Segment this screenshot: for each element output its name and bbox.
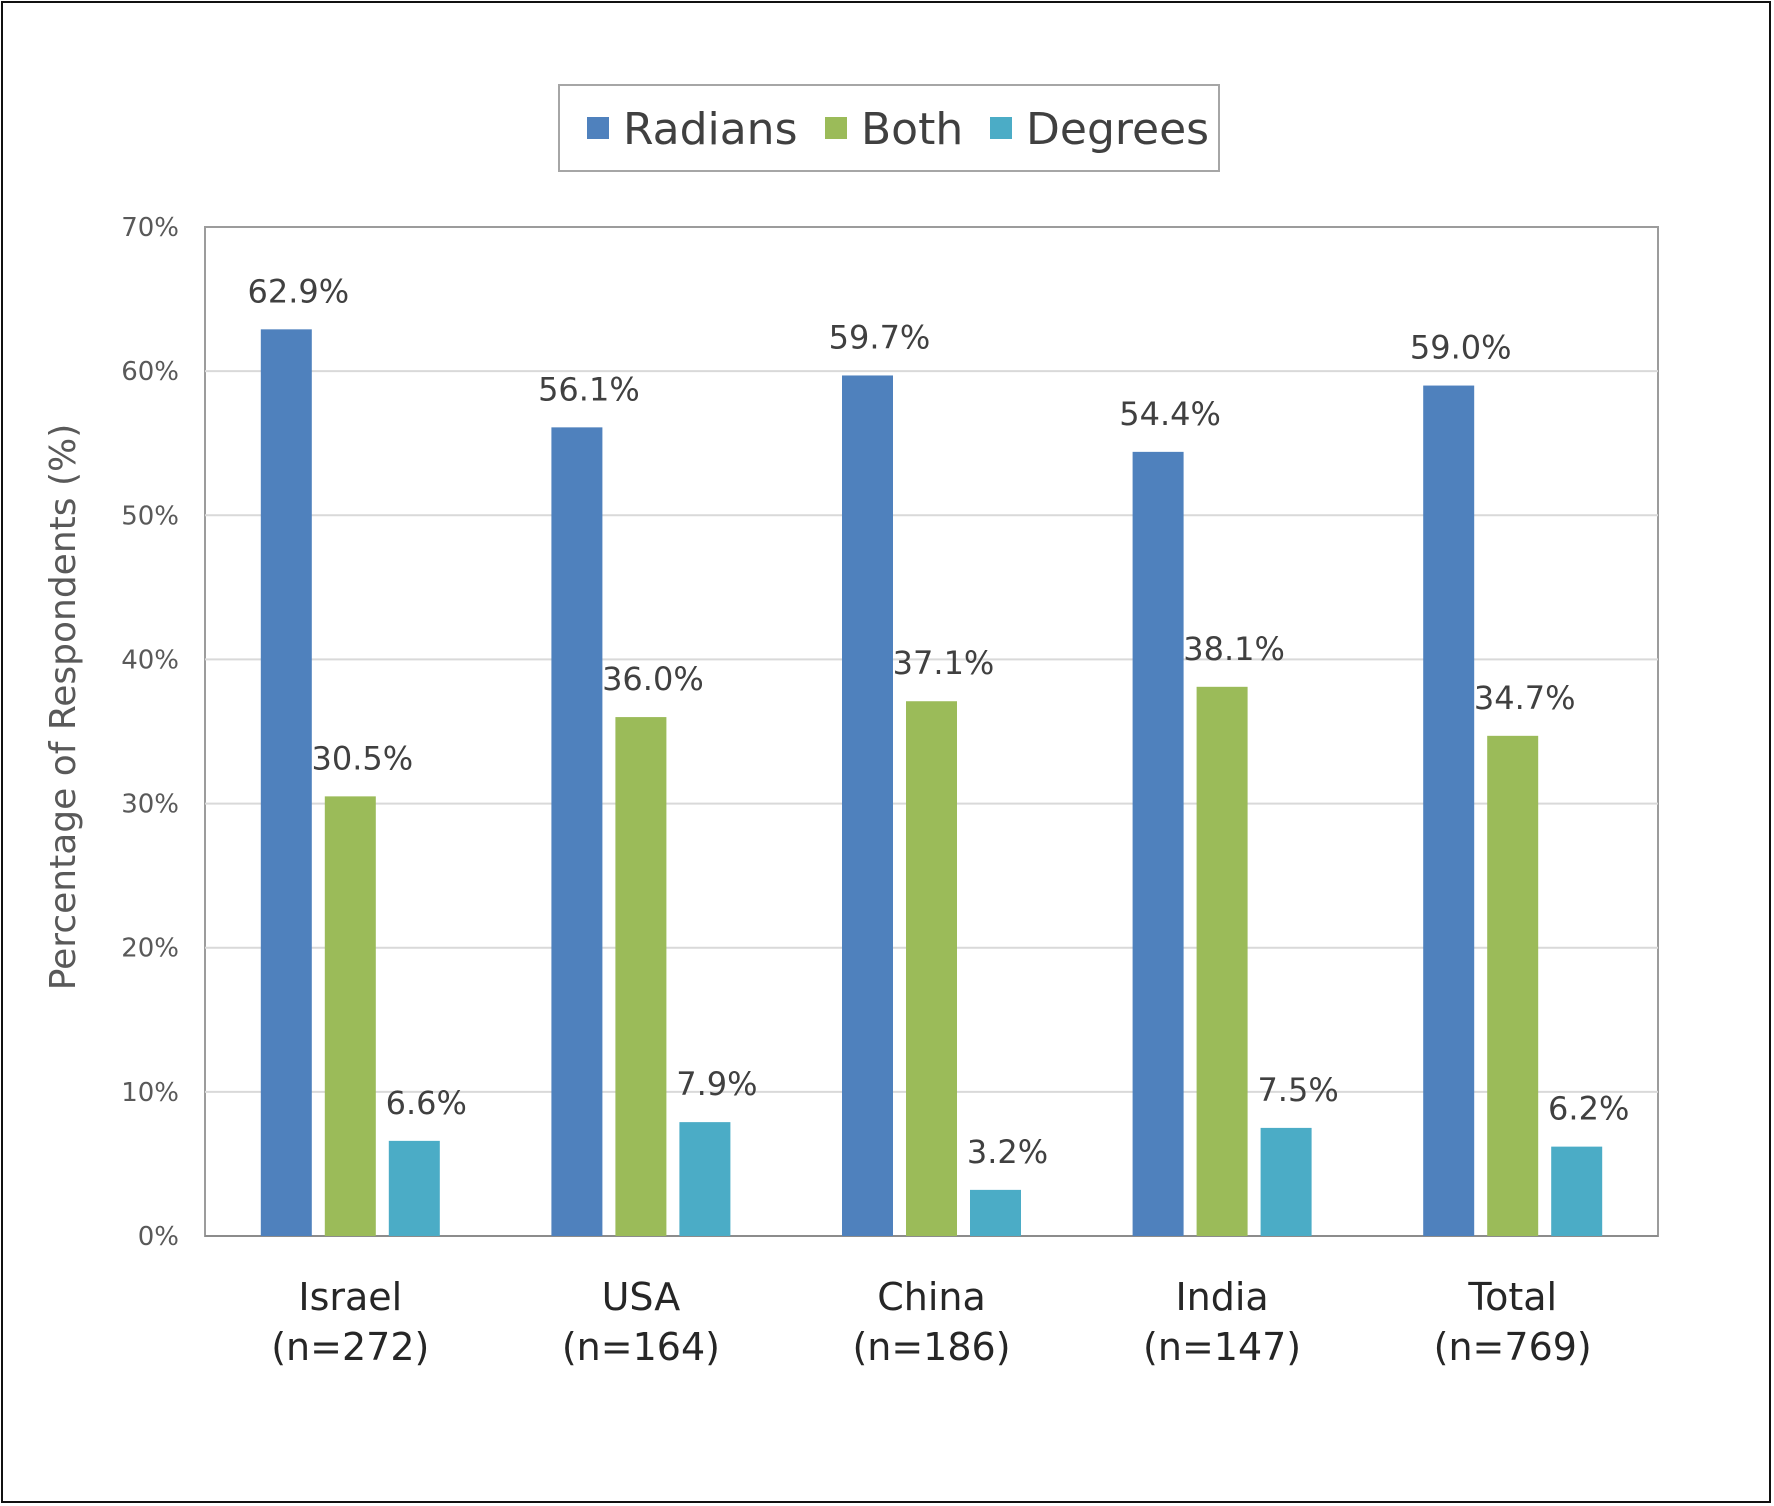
data-label-both-israel: 30.5% — [311, 739, 413, 777]
data-label-radians-total: 59.0% — [1410, 329, 1512, 367]
data-label-both-china: 37.1% — [893, 644, 995, 682]
bar-degrees-usa — [679, 1122, 731, 1236]
bar-chart: Radians Both Degrees 0% 10% 20% 30% 40% 50% 60% 7… — [43, 84, 1659, 1369]
bar-degrees-total — [1551, 1146, 1603, 1236]
x-tick-sublabel: (n=272) — [271, 1325, 429, 1369]
bar-both-china — [906, 701, 957, 1236]
x-tick-sublabel: (n=164) — [562, 1325, 720, 1369]
data-label-degrees-israel: 6.6% — [386, 1084, 467, 1122]
data-label-degrees-total: 6.2% — [1548, 1090, 1629, 1128]
x-tick-label: India — [1175, 1275, 1268, 1319]
y-tick-label: 30% — [121, 790, 179, 820]
x-tick-label: USA — [602, 1275, 681, 1319]
bar-radians-india — [1132, 451, 1184, 1236]
bar-radians-total — [1423, 385, 1475, 1236]
bar-both-total — [1487, 735, 1539, 1236]
data-label-degrees-usa: 7.9% — [676, 1065, 757, 1103]
legend-swatch-radians — [587, 117, 609, 139]
bars — [260, 329, 1603, 1236]
data-label-radians-india: 54.4% — [1119, 395, 1221, 433]
bar-degrees-china — [970, 1189, 1021, 1236]
x-tick-label: Total — [1467, 1275, 1557, 1319]
data-labels: 62.9% 30.5% 6.6% 56.1% 36.0% 7.9% 59.7% 37.1% 3.… — [247, 272, 1629, 1171]
x-tick-label: Israel — [298, 1275, 402, 1319]
bar-radians-israel — [260, 329, 312, 1236]
data-label-degrees-china: 3.2% — [967, 1133, 1048, 1171]
bar-degrees-india — [1260, 1127, 1312, 1236]
x-axis-categories: Israel (n=272) USA (n=164) China (n=186) India… — [271, 1275, 1592, 1369]
legend-label-both: Both — [861, 104, 963, 155]
legend-swatch-degrees — [990, 117, 1012, 139]
data-label-radians-israel: 62.9% — [247, 272, 349, 310]
bar-radians-usa — [551, 427, 603, 1236]
y-tick-label: 0% — [138, 1222, 179, 1252]
legend-label-degrees: Degrees — [1026, 104, 1209, 155]
legend-box — [558, 84, 1220, 172]
y-tick-label: 10% — [121, 1078, 179, 1108]
bar-both-usa — [615, 717, 667, 1236]
data-label-radians-usa: 56.1% — [538, 370, 640, 408]
x-tick-sublabel: (n=147) — [1143, 1325, 1301, 1369]
data-label-both-usa: 36.0% — [602, 660, 704, 698]
bar-radians-china — [842, 375, 893, 1236]
y-tick-label: 40% — [121, 645, 179, 675]
legend-swatch-both — [825, 117, 847, 139]
bar-degrees-israel — [388, 1140, 440, 1236]
legend: Radians Both Degrees — [558, 84, 1220, 172]
bar-both-israel — [324, 796, 376, 1236]
y-axis-ticks: 0% 10% 20% 30% 40% 50% 60% 70% — [121, 213, 179, 1252]
y-tick-label: 60% — [121, 357, 179, 387]
data-label-degrees-india: 7.5% — [1257, 1071, 1338, 1109]
x-tick-sublabel: (n=186) — [852, 1325, 1010, 1369]
data-label-radians-china: 59.7% — [829, 318, 931, 356]
bar-both-india — [1196, 686, 1248, 1236]
y-tick-label: 20% — [121, 934, 179, 964]
x-tick-sublabel: (n=769) — [1434, 1325, 1592, 1369]
data-label-both-india: 38.1% — [1183, 630, 1285, 668]
legend-label-radians: Radians — [623, 104, 798, 155]
y-axis-title: Percentage of Respondents (%) — [43, 424, 84, 991]
x-tick-label: China — [877, 1275, 986, 1319]
data-label-both-total: 34.7% — [1474, 679, 1576, 717]
y-tick-label: 70% — [121, 213, 179, 243]
y-tick-label: 50% — [121, 501, 179, 531]
